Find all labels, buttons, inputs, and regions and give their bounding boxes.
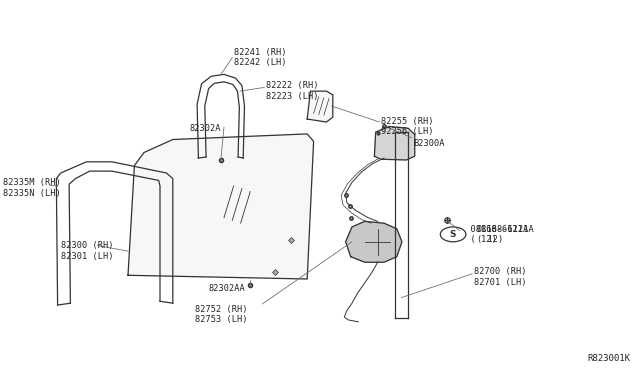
Text: 08168-6121A
( 12): 08168-6121A ( 12) [477,225,534,244]
Text: 08168-6121A
  ( 12): 08168-6121A ( 12) [460,225,528,244]
Text: B2300A: B2300A [413,139,444,148]
Text: 82302AA: 82302AA [209,284,246,293]
Polygon shape [374,126,415,160]
Text: 82222 (RH)
82223 (LH): 82222 (RH) 82223 (LH) [266,81,318,101]
Text: 82335M (RH)
82335N (LH): 82335M (RH) 82335N (LH) [3,178,61,198]
Text: 82700 (RH)
82701 (LH): 82700 (RH) 82701 (LH) [474,267,526,287]
Text: 82302A: 82302A [189,124,221,133]
Text: S: S [450,230,456,239]
Text: R823001K: R823001K [588,355,630,363]
Text: 82300 (RH)
82301 (LH): 82300 (RH) 82301 (LH) [61,241,113,261]
Polygon shape [128,134,314,279]
Text: 82255 (RH)
92256 (LH): 82255 (RH) 92256 (LH) [381,117,433,136]
Text: 82241 (RH)
82242 (LH): 82241 (RH) 82242 (LH) [234,48,286,67]
Text: 82752 (RH)
82753 (LH): 82752 (RH) 82753 (LH) [195,305,247,324]
Polygon shape [307,91,333,122]
Polygon shape [346,221,402,262]
